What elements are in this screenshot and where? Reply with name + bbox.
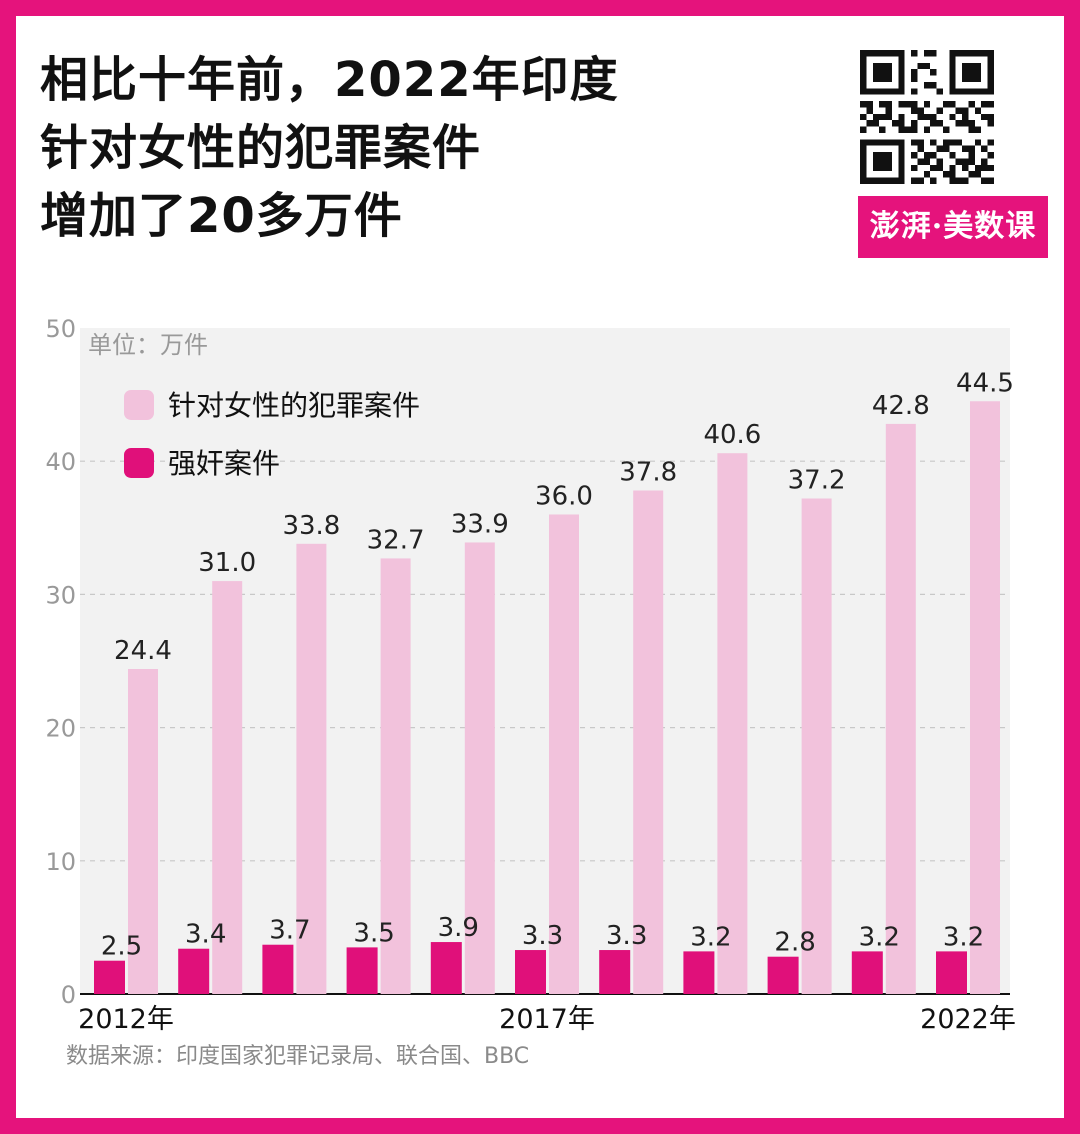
y-tick-label: 0 <box>61 981 76 1009</box>
bars <box>94 401 1000 994</box>
bar-total-2016 <box>464 542 495 994</box>
title-line-2: 针对女性的犯罪案件 <box>40 120 482 176</box>
data-label-total-2016: 33.9 <box>451 509 509 539</box>
data-label-total-2015: 32.7 <box>367 525 425 555</box>
bar-rape-2022 <box>936 951 967 994</box>
y-tick-label: 10 <box>45 848 76 876</box>
bar-total-2022 <box>970 401 1000 994</box>
y-axis-ticks: 0 10 20 30 40 50 <box>45 315 76 1009</box>
data-label-total-2012: 24.4 <box>114 636 172 666</box>
bar-rape-2016 <box>430 942 462 994</box>
y-tick-label: 50 <box>45 315 76 343</box>
bar-total-2013 <box>212 581 243 994</box>
legend-swatch-total <box>124 390 154 420</box>
brand-logo: 澎湃·美数课 <box>858 196 1048 258</box>
data-label-rape-2022: 3.2 <box>943 922 984 952</box>
x-axis-ticks: 2012年 2017年 2022年 <box>78 1004 1016 1035</box>
title-line-3: 增加了20多万件 <box>40 188 403 244</box>
source-note: 数据来源：印度国家犯罪记录局、联合国、BBC <box>66 1044 530 1069</box>
x-tick-label: 2017年 <box>499 1004 595 1035</box>
bar-rape-2013 <box>178 948 210 994</box>
x-tick-label: 2022年 <box>920 1004 1016 1035</box>
data-label-total-2022: 44.5 <box>956 368 1014 398</box>
data-label-rape-2016: 3.9 <box>438 913 479 943</box>
qr-code-icon[interactable] <box>860 50 994 184</box>
data-label-total-2014: 33.8 <box>282 511 340 541</box>
title-line-1: 相比十年前，2022年印度 <box>40 52 619 108</box>
y-tick-label: 30 <box>45 581 76 609</box>
data-label-total-2019: 40.6 <box>703 420 761 450</box>
bar-total-2019 <box>717 453 748 994</box>
y-unit-label: 单位：万件 <box>88 331 208 359</box>
data-labels: 24.4 2.5 31.0 3.4 33.8 3.7 32.7 3.5 33.9 3.9 36.0 3… <box>101 368 1014 961</box>
bar-rape-2017 <box>515 950 546 994</box>
data-label-total-2020: 37.2 <box>788 465 846 495</box>
data-label-rape-2021: 3.2 <box>859 922 900 952</box>
x-tick-label: 2012年 <box>78 1004 174 1035</box>
bar-rape-2019 <box>683 951 715 994</box>
bar-rape-2020 <box>767 956 799 994</box>
bar-total-2020 <box>801 498 832 994</box>
bar-rape-2014 <box>262 944 294 994</box>
y-tick-label: 40 <box>45 448 76 476</box>
bar-total-2017 <box>549 514 579 994</box>
legend: 针对女性的犯罪案件 强奸案件 <box>124 389 420 480</box>
bar-total-2012 <box>128 668 158 994</box>
legend-label-total: 针对女性的犯罪案件 <box>168 389 420 422</box>
bar-total-2021 <box>885 423 916 994</box>
bar-rape-2021 <box>851 951 883 994</box>
data-label-rape-2013: 3.4 <box>185 920 226 950</box>
data-label-total-2013: 31.0 <box>198 548 256 578</box>
bar-rape-2015 <box>346 947 378 994</box>
data-label-rape-2017: 3.3 <box>522 921 563 951</box>
data-label-rape-2012: 2.5 <box>101 932 142 962</box>
data-label-rape-2019: 3.2 <box>690 922 731 952</box>
bar-rape-2012 <box>94 960 125 994</box>
chart-title: 相比十年前，2022年印度 针对女性的犯罪案件 增加了20多万件 <box>40 46 619 250</box>
y-tick-label: 20 <box>45 715 76 743</box>
data-label-rape-2014: 3.7 <box>269 916 310 946</box>
bar-total-2014 <box>296 543 327 994</box>
legend-label-rape: 强奸案件 <box>168 447 280 480</box>
data-label-rape-2015: 3.5 <box>353 918 394 948</box>
bar-total-2015 <box>380 558 411 994</box>
data-label-total-2017: 36.0 <box>535 481 593 511</box>
bar-total-2018 <box>633 490 664 994</box>
data-label-total-2018: 37.8 <box>619 458 677 488</box>
data-label-rape-2020: 2.8 <box>774 928 815 958</box>
data-label-total-2021: 42.8 <box>872 391 930 421</box>
bar-rape-2018 <box>599 950 631 994</box>
legend-swatch-rape <box>124 448 154 478</box>
data-label-rape-2018: 3.3 <box>606 921 647 951</box>
